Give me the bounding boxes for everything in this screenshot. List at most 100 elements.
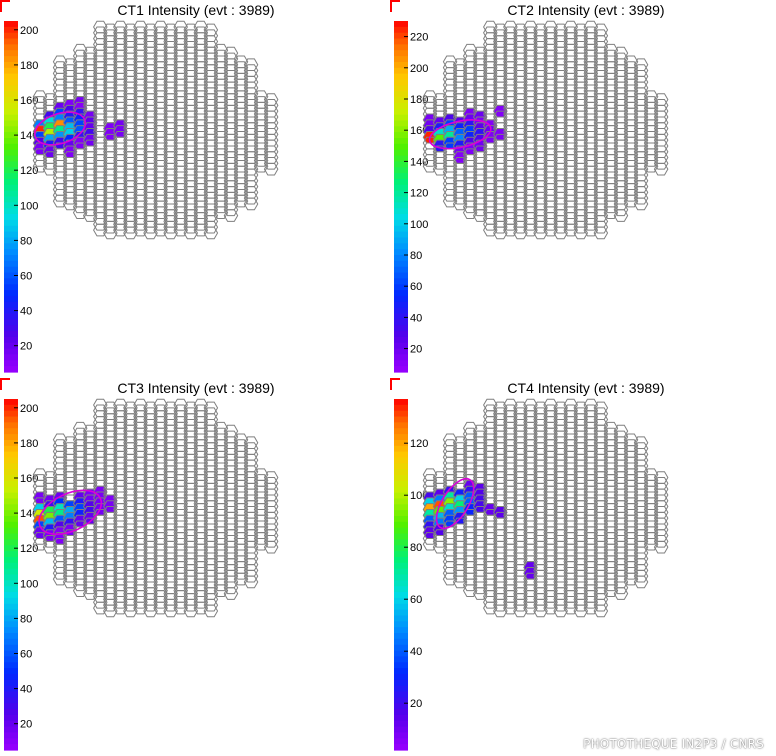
colorbar-swatch — [4, 38, 18, 45]
colorbar-swatch — [394, 307, 408, 315]
colorbar-swatch — [394, 650, 408, 657]
colorbar-swatch — [394, 38, 408, 45]
colorbar-swatch — [394, 416, 408, 423]
camera-pixel — [643, 159, 659, 173]
camera-pixel — [263, 535, 279, 548]
colorbar-swatch — [4, 196, 18, 203]
camera-pixel — [163, 604, 178, 618]
colorbar-swatch — [4, 650, 18, 657]
camera-pixel — [123, 220, 138, 234]
camera-pixel — [543, 217, 558, 231]
camera-pixel — [643, 532, 659, 545]
camera-pixel — [493, 598, 508, 612]
colorbar-tick-label: 80 — [20, 235, 32, 247]
camera-pixel — [553, 226, 568, 240]
colorbar-swatch — [4, 237, 18, 244]
colorbar-swatch — [4, 73, 18, 81]
camera-pixel — [72, 584, 88, 597]
colorbar-swatch — [4, 32, 18, 40]
panel-title: CT4 Intensity (evt : 3989) — [507, 380, 664, 396]
colorbar-swatch — [4, 580, 18, 587]
colorbar-swatch — [394, 260, 408, 268]
colorbar-swatch — [394, 516, 408, 523]
camera-pixel — [563, 223, 578, 237]
colorbar-swatch — [394, 120, 408, 127]
camera-pixels — [422, 398, 669, 618]
camera-pixel — [472, 587, 488, 600]
camera-pixel — [653, 157, 669, 170]
colorbar-swatch — [394, 422, 408, 429]
camera-pixel — [462, 578, 478, 592]
colorbar-swatch — [4, 410, 18, 418]
colorbar-swatch — [4, 366, 18, 373]
colorbar-tick-label: 200 — [410, 63, 428, 75]
colorbar-swatch — [394, 662, 408, 669]
colorbar-swatch — [4, 516, 18, 523]
colorbar-swatch — [394, 266, 408, 274]
camera-pixel — [52, 194, 68, 208]
colorbar-tick-label: 80 — [410, 542, 422, 554]
colorbar-swatch — [4, 510, 18, 517]
camera-pixel — [253, 159, 269, 173]
colorbar-swatch — [4, 319, 18, 326]
colorbar-swatch — [4, 143, 18, 151]
camera-pixel — [503, 595, 518, 609]
colorbar-swatch — [394, 114, 408, 122]
camera-pixel — [32, 532, 48, 545]
camera-pixel — [432, 157, 448, 170]
colorbar-swatch — [394, 586, 408, 593]
colorbar-tick-label: 60 — [20, 649, 32, 661]
colorbar-swatch — [4, 114, 18, 122]
camera-pixel — [82, 203, 98, 217]
camera-pixel — [533, 598, 548, 612]
camera-pixel — [593, 220, 609, 234]
colorbar-swatch — [4, 284, 18, 291]
camera-pixel — [153, 595, 168, 609]
camera-pixel — [472, 209, 488, 222]
camera-pixel — [253, 537, 269, 551]
colorbar-swatch — [394, 313, 408, 320]
camera-pixel — [493, 220, 508, 234]
colorbar-swatch — [4, 61, 18, 69]
colorbar-swatch — [394, 132, 408, 139]
colorbar-swatch — [394, 597, 408, 605]
colorbar-swatch — [4, 120, 18, 127]
camera-pixel — [233, 194, 249, 208]
colorbar-swatch — [394, 556, 408, 564]
camera-pixel — [603, 200, 619, 214]
colorbar-tick-label: 60 — [410, 281, 422, 293]
colorbar-swatch — [4, 439, 18, 447]
colorbar-swatch — [4, 451, 18, 459]
colorbar-tick-label: 220 — [410, 32, 428, 44]
camera-pixel — [462, 200, 478, 214]
pad-corner-marker — [0, 378, 10, 390]
colorbar-swatch — [394, 480, 408, 488]
colorbar-swatch — [4, 568, 18, 576]
colorbar-swatch — [394, 603, 408, 611]
camera-pixel — [583, 601, 599, 615]
colorbar-swatch — [4, 539, 18, 546]
camera-pixel — [263, 162, 279, 176]
colorbar-swatch — [394, 161, 408, 168]
colorbar-tick-label: 20 — [20, 341, 32, 353]
colorbar-swatch — [394, 348, 408, 356]
colorbar-swatch — [394, 627, 408, 634]
colorbar-swatch — [4, 527, 18, 535]
camera-pixel — [422, 532, 438, 545]
camera-pixel — [472, 203, 488, 217]
colorbar-swatch — [394, 714, 408, 722]
camera-panel-ct3: CT3 Intensity (evt : 3989) 20 40 60 80 100 120… — [0, 378, 279, 751]
colorbar-swatch — [4, 656, 18, 663]
colorbar-swatch — [394, 325, 408, 332]
colorbar-swatch — [394, 219, 408, 227]
colorbar-swatch — [4, 662, 18, 669]
colorbar-swatch — [4, 21, 18, 28]
colorbar-swatch — [394, 521, 408, 529]
colorbar-swatch — [394, 475, 408, 482]
colorbar-tick-label: 200 — [20, 25, 38, 37]
camera-pixel — [183, 226, 199, 240]
camera-pixel — [503, 217, 518, 231]
camera-pixel — [573, 598, 589, 612]
camera-pixel — [93, 595, 108, 609]
